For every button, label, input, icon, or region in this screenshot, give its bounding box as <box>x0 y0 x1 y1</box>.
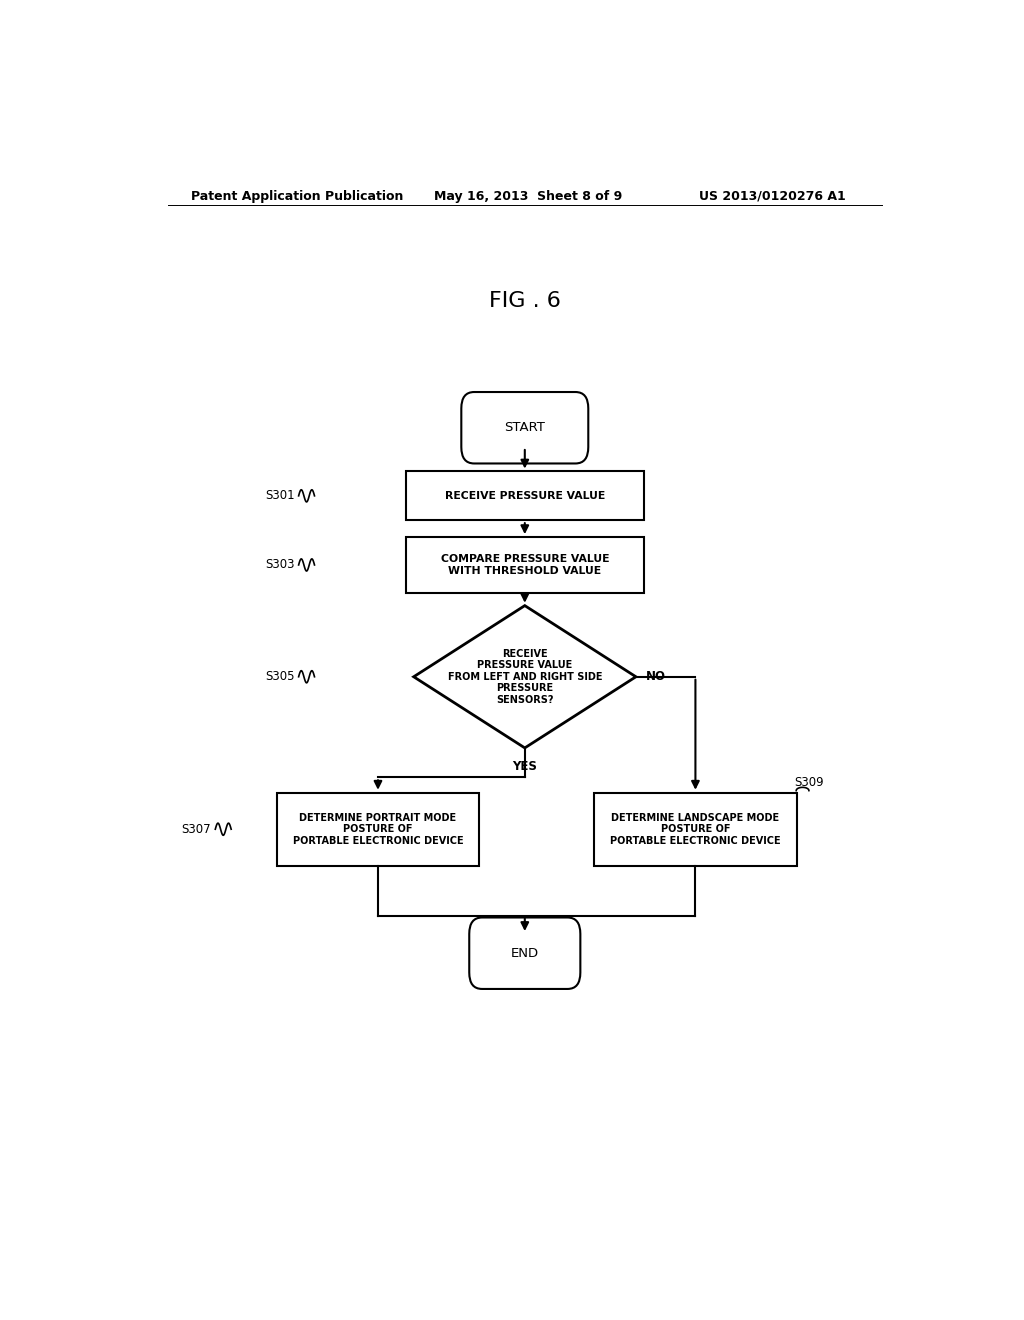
Text: S301: S301 <box>265 490 295 503</box>
Text: NO: NO <box>645 671 666 684</box>
Text: Patent Application Publication: Patent Application Publication <box>191 190 403 203</box>
Text: DETERMINE LANDSCAPE MODE
POSTURE OF
PORTABLE ELECTRONIC DEVICE: DETERMINE LANDSCAPE MODE POSTURE OF PORT… <box>610 813 780 846</box>
Text: END: END <box>511 946 539 960</box>
Text: RECEIVE PRESSURE VALUE: RECEIVE PRESSURE VALUE <box>444 491 605 500</box>
Text: DETERMINE PORTRAIT MODE
POSTURE OF
PORTABLE ELECTRONIC DEVICE: DETERMINE PORTRAIT MODE POSTURE OF PORTA… <box>293 813 463 846</box>
Text: S303: S303 <box>265 558 295 572</box>
Polygon shape <box>414 606 636 748</box>
Text: RECEIVE
PRESSURE VALUE
FROM LEFT AND RIGHT SIDE
PRESSURE
SENSORS?: RECEIVE PRESSURE VALUE FROM LEFT AND RIG… <box>447 648 602 705</box>
Bar <box>276 792 479 866</box>
Bar <box>406 537 644 593</box>
Bar <box>594 792 797 866</box>
Text: YES: YES <box>512 760 538 774</box>
Text: FIG . 6: FIG . 6 <box>488 290 561 310</box>
FancyBboxPatch shape <box>469 917 581 989</box>
Text: COMPARE PRESSURE VALUE
WITH THRESHOLD VALUE: COMPARE PRESSURE VALUE WITH THRESHOLD VA… <box>440 554 609 576</box>
Bar <box>406 471 644 520</box>
Text: S307: S307 <box>181 822 211 836</box>
Text: US 2013/0120276 A1: US 2013/0120276 A1 <box>699 190 846 203</box>
Text: START: START <box>505 421 545 434</box>
Text: S309: S309 <box>795 776 824 788</box>
Text: S305: S305 <box>265 671 295 684</box>
FancyBboxPatch shape <box>461 392 588 463</box>
Text: May 16, 2013  Sheet 8 of 9: May 16, 2013 Sheet 8 of 9 <box>433 190 622 203</box>
